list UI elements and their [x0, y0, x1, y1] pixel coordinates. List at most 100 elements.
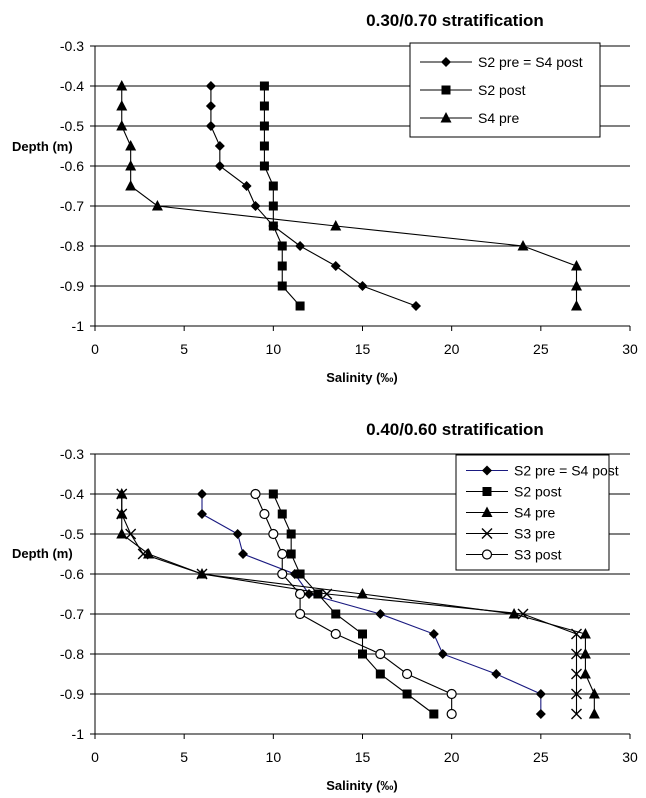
- data-point: [321, 588, 333, 600]
- y-tick-label: -0.4: [60, 486, 84, 502]
- data-point: [151, 200, 163, 211]
- data-point: [268, 221, 278, 231]
- data-point: [295, 569, 305, 579]
- data-point: [294, 588, 306, 600]
- data-point: [579, 648, 591, 659]
- data-point: [401, 668, 413, 680]
- x-tick-label: 10: [266, 749, 282, 765]
- data-point: [579, 628, 591, 639]
- chart-title: 0.40/0.60 stratification: [366, 420, 544, 439]
- legend-label: S2 pre = S4 post: [478, 54, 583, 70]
- y-tick-label: -0.9: [60, 686, 84, 702]
- y-tick-label: -0.4: [60, 78, 84, 94]
- data-point: [116, 80, 128, 91]
- x-tick-label: 15: [355, 341, 371, 357]
- y-tick-label: -0.6: [60, 566, 84, 582]
- data-point: [571, 688, 582, 700]
- data-point: [330, 628, 341, 640]
- legend-label: S4 pre: [514, 505, 555, 521]
- data-point: [125, 160, 137, 171]
- legend-label: S2 post: [478, 82, 526, 98]
- series-square: [259, 81, 305, 311]
- data-point: [116, 488, 128, 500]
- x-tick-label: 20: [444, 749, 460, 765]
- data-point: [214, 161, 225, 171]
- y-tick-label: -0.5: [60, 526, 84, 542]
- legend-marker: [441, 85, 451, 95]
- data-point: [259, 81, 269, 91]
- data-point: [571, 648, 582, 660]
- data-point: [241, 181, 252, 191]
- legend-label: S2 post: [514, 484, 562, 500]
- data-point: [428, 629, 439, 639]
- data-point: [517, 608, 529, 620]
- x-tick-label: 0: [91, 341, 99, 357]
- legend: S2 pre = S4 post S2 post S4 pre S3 pre S3 po…: [455, 454, 619, 571]
- data-point: [205, 121, 216, 131]
- legend-label: S2 pre = S4 post: [514, 463, 619, 479]
- x-tick-label: 15: [355, 749, 371, 765]
- series-circle: [250, 488, 457, 720]
- series-diamond: [205, 81, 421, 311]
- data-point: [330, 220, 342, 231]
- chart-title: 0.30/0.70 stratification: [366, 11, 544, 30]
- data-point: [259, 161, 269, 171]
- y-tick-label: -1: [72, 318, 85, 334]
- data-point: [259, 121, 269, 131]
- data-point: [535, 689, 546, 699]
- data-point: [517, 240, 529, 251]
- data-point: [588, 708, 600, 719]
- data-point: [125, 140, 137, 151]
- data-point: [196, 568, 208, 580]
- x-tick-label: 5: [180, 749, 188, 765]
- series-diamond: [197, 489, 546, 719]
- data-point: [268, 181, 278, 191]
- legend-label: S3 pre: [514, 526, 555, 542]
- chart-0-40-60-stratification: 0.40/0.60 stratification -0.3 -0.4 -0.5 -0.6…: [12, 420, 638, 793]
- data-point: [437, 649, 448, 659]
- data-point: [446, 708, 457, 720]
- data-point: [277, 509, 287, 519]
- data-point: [268, 528, 279, 540]
- data-point: [571, 668, 582, 680]
- legend-marker: [441, 57, 451, 67]
- data-point: [197, 489, 207, 499]
- legend-marker: [482, 465, 492, 476]
- data-point: [411, 301, 421, 311]
- legend-label: S3 post: [514, 547, 562, 563]
- data-point: [375, 648, 386, 660]
- data-point: [535, 709, 546, 719]
- data-point: [429, 709, 439, 719]
- y-tick-label: -0.6: [60, 158, 84, 174]
- data-point: [588, 688, 600, 699]
- data-point: [358, 649, 367, 659]
- series-line: [121, 494, 578, 714]
- series-line: [263, 86, 301, 307]
- data-point: [277, 568, 288, 580]
- x-tick-label: 30: [622, 749, 638, 765]
- data-point: [268, 489, 278, 499]
- data-point: [331, 609, 341, 619]
- data-point: [357, 281, 368, 291]
- y-tick-label: -0.8: [60, 238, 84, 254]
- data-point: [125, 180, 137, 191]
- x-tick-label: 20: [444, 341, 460, 357]
- data-point: [402, 689, 412, 699]
- data-point: [250, 488, 261, 500]
- data-point: [205, 101, 216, 111]
- x-tick-label: 0: [91, 749, 99, 765]
- data-point: [277, 548, 288, 560]
- y-tick-label: -0.3: [60, 38, 84, 54]
- data-point: [277, 261, 287, 271]
- data-point: [232, 529, 243, 539]
- data-point: [277, 241, 287, 251]
- data-point: [358, 629, 367, 639]
- series-x: [116, 488, 582, 720]
- data-point: [286, 529, 296, 539]
- y-tick-label: -0.7: [60, 606, 84, 622]
- data-point: [250, 201, 261, 211]
- series-line: [210, 86, 417, 307]
- y-tick-label: -0.9: [60, 278, 84, 294]
- legend-marker: [481, 506, 493, 517]
